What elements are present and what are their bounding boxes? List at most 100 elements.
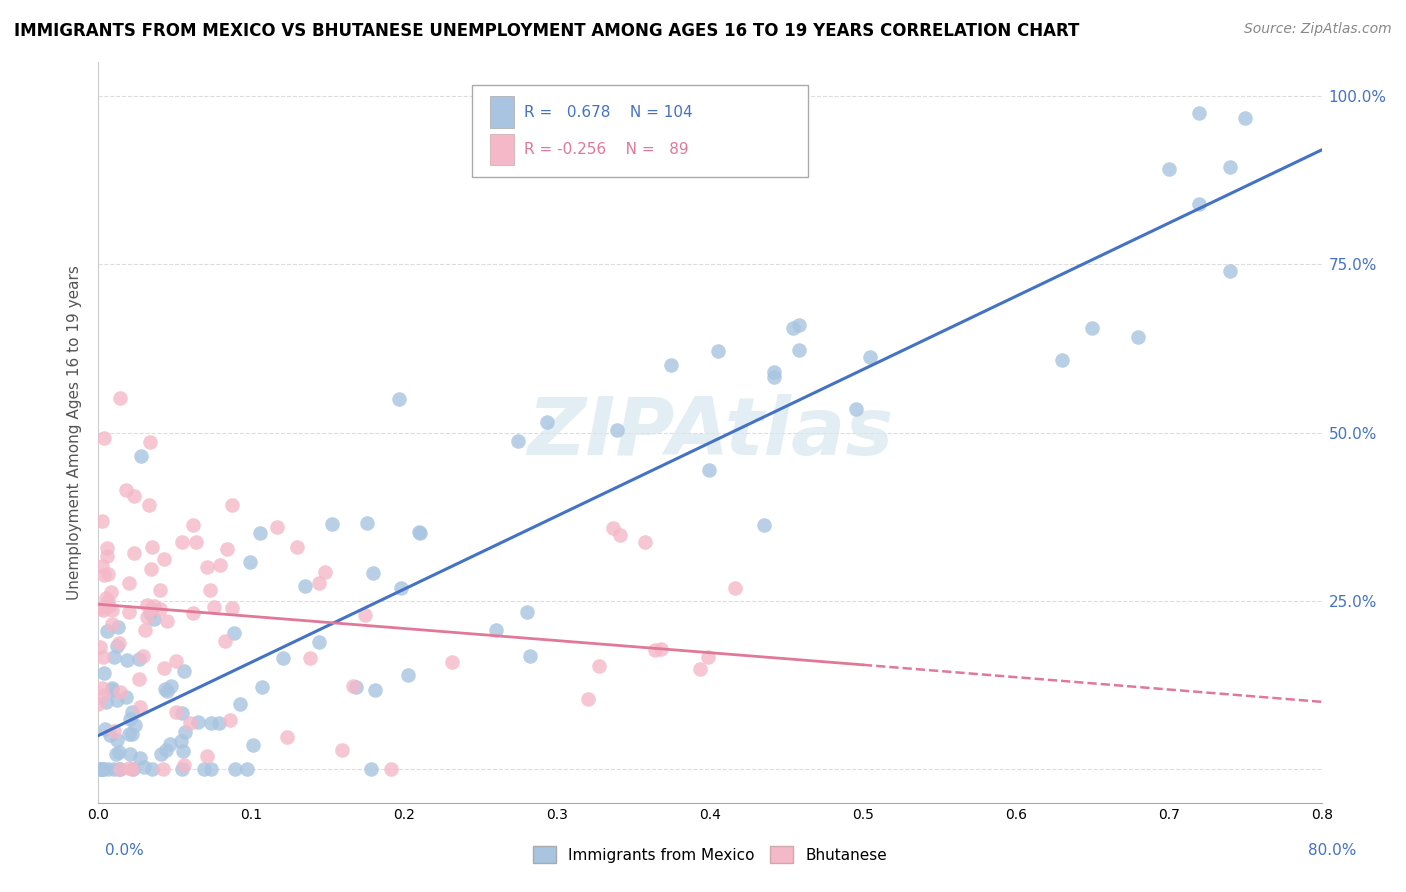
Point bbox=[396, 668, 419, 682]
Point bbox=[108, 762, 131, 776]
Point bbox=[173, 758, 195, 772]
Point bbox=[105, 640, 128, 654]
Point bbox=[1188, 106, 1211, 120]
Point bbox=[121, 727, 143, 741]
Point bbox=[659, 358, 682, 372]
Point bbox=[149, 583, 172, 598]
Point bbox=[150, 747, 173, 761]
Point bbox=[228, 697, 250, 711]
Point bbox=[173, 664, 195, 678]
Point bbox=[221, 498, 243, 512]
Point bbox=[1157, 161, 1180, 176]
Point bbox=[122, 490, 145, 504]
Point bbox=[221, 601, 243, 615]
Point bbox=[118, 713, 141, 727]
Point bbox=[724, 581, 747, 595]
Point bbox=[105, 692, 128, 706]
Point bbox=[89, 640, 111, 655]
Point bbox=[1219, 264, 1241, 278]
Point bbox=[330, 743, 353, 757]
Point bbox=[308, 575, 330, 590]
Bar bbox=[489, 134, 515, 165]
Point bbox=[361, 566, 384, 581]
Point bbox=[1219, 160, 1241, 174]
Point bbox=[118, 761, 141, 775]
Point bbox=[128, 672, 150, 686]
Text: ZIPAtlas: ZIPAtlas bbox=[527, 393, 893, 472]
Point bbox=[101, 617, 124, 632]
Point bbox=[388, 392, 411, 406]
Point bbox=[787, 343, 810, 358]
Point bbox=[93, 568, 115, 582]
Point bbox=[103, 762, 125, 776]
Point bbox=[389, 582, 412, 596]
Point bbox=[143, 612, 166, 626]
Point bbox=[576, 691, 599, 706]
Point bbox=[200, 716, 222, 731]
Point bbox=[139, 434, 162, 449]
Point bbox=[114, 483, 136, 497]
Point bbox=[97, 762, 120, 776]
Point bbox=[121, 762, 143, 776]
Point bbox=[152, 552, 174, 566]
Point bbox=[588, 659, 610, 673]
Point bbox=[845, 401, 868, 416]
Y-axis label: Unemployment Among Ages 16 to 19 years: Unemployment Among Ages 16 to 19 years bbox=[67, 265, 83, 600]
Text: Source: ZipAtlas.com: Source: ZipAtlas.com bbox=[1244, 22, 1392, 37]
Point bbox=[360, 762, 382, 776]
Point bbox=[115, 690, 138, 704]
Point bbox=[159, 737, 181, 751]
Point bbox=[859, 350, 882, 364]
Point bbox=[93, 722, 115, 736]
Point bbox=[762, 370, 785, 384]
Point bbox=[141, 762, 163, 776]
Point bbox=[172, 744, 194, 758]
Point bbox=[87, 762, 110, 776]
Point bbox=[141, 541, 163, 555]
Point bbox=[155, 743, 177, 757]
Point bbox=[650, 641, 672, 656]
Point bbox=[285, 541, 308, 555]
Point bbox=[156, 614, 179, 628]
Point bbox=[152, 762, 174, 776]
Point bbox=[107, 745, 129, 759]
Point bbox=[101, 681, 124, 695]
Point bbox=[506, 434, 529, 448]
Point bbox=[519, 649, 541, 664]
Text: R = -0.256    N =   89: R = -0.256 N = 89 bbox=[524, 142, 689, 157]
Point bbox=[200, 762, 222, 776]
Point bbox=[98, 599, 121, 614]
Point bbox=[198, 583, 221, 598]
Point bbox=[121, 705, 143, 719]
Point bbox=[602, 521, 624, 535]
Point bbox=[408, 524, 430, 539]
Point bbox=[441, 655, 464, 669]
Point bbox=[363, 682, 385, 697]
Point bbox=[1188, 197, 1211, 211]
Point bbox=[697, 463, 720, 477]
Point bbox=[139, 606, 162, 620]
Point bbox=[170, 534, 193, 549]
Point bbox=[308, 635, 330, 649]
Point bbox=[90, 762, 112, 776]
Point bbox=[91, 603, 114, 617]
Point bbox=[108, 685, 131, 699]
Point bbox=[219, 714, 242, 728]
Point bbox=[224, 762, 246, 776]
Text: 0.0%: 0.0% bbox=[105, 843, 145, 858]
Point bbox=[101, 682, 124, 697]
Legend: Immigrants from Mexico, Bhutanese: Immigrants from Mexico, Bhutanese bbox=[527, 840, 893, 869]
Point bbox=[143, 599, 166, 613]
Point bbox=[344, 680, 367, 694]
Point bbox=[409, 526, 432, 541]
Point bbox=[121, 762, 143, 776]
Point bbox=[763, 365, 786, 379]
Point bbox=[208, 715, 231, 730]
Point bbox=[380, 762, 402, 776]
Point bbox=[195, 749, 218, 764]
Point bbox=[87, 698, 110, 712]
Point bbox=[706, 343, 728, 358]
Point bbox=[149, 602, 172, 616]
Point bbox=[153, 661, 176, 675]
Point bbox=[353, 607, 375, 622]
